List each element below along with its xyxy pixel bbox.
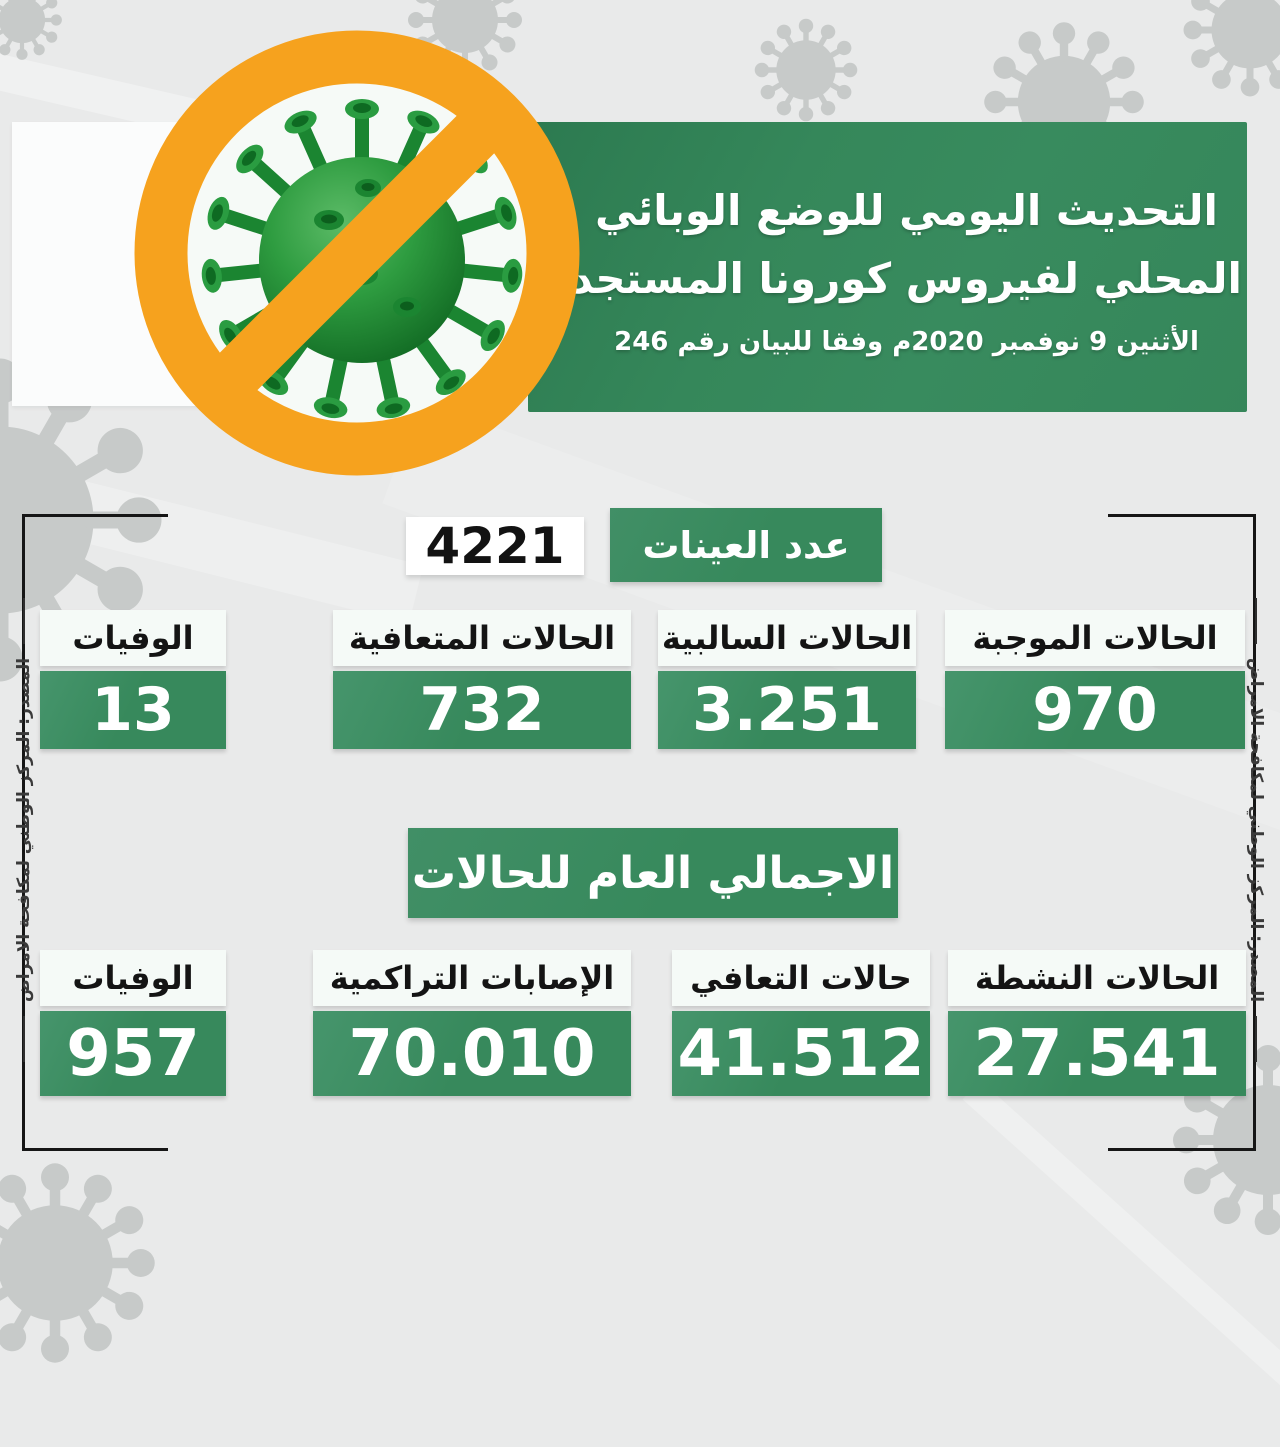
stat-active-cases: الحالات النشطة 27.541 (948, 950, 1246, 1096)
stat-label: الحالات النشطة (948, 950, 1246, 1006)
stat-label: الإصابات التراكمية (313, 950, 631, 1006)
source-note-left: المصدر: المركز الوطني لمكافحة الامراض (12, 597, 36, 1063)
no-corona-icon (134, 30, 580, 476)
stat-label: الحالات السالبية (658, 610, 916, 666)
dash-divider (23, 597, 25, 644)
frame-bracket-right (1108, 514, 1256, 1151)
dash-divider (23, 1016, 25, 1063)
stat-label: الحالات الموجبة (945, 610, 1245, 666)
source-note-right: المصدر: المركز الوطني لمكافحة الامراض (1244, 597, 1268, 1063)
stat-value: 41.512 (672, 1011, 930, 1096)
stat-recovered-cases: الحالات المتعافية 732 (333, 610, 631, 749)
prohibition-icon (134, 30, 580, 476)
stat-label: الحالات المتعافية (333, 610, 631, 666)
stat-value: 70.010 (313, 1011, 631, 1096)
total-cases-banner: الاجمالي العام للحالات (408, 828, 898, 918)
stat-deaths-daily: الوفيات 13 (40, 610, 226, 749)
title-line-2: المحلي لفيروس كورونا المستجد (571, 254, 1242, 303)
samples-value: 4221 (406, 517, 584, 575)
stat-positive-cases: الحالات الموجبة 970 (945, 610, 1245, 749)
stat-value: 957 (40, 1011, 226, 1096)
source-text: المصدر: المركز الوطني لمكافحة الامراض (1246, 657, 1266, 1003)
stat-label: الوفيات (40, 610, 226, 666)
virus-silhouette-icon (0, 1158, 160, 1368)
virus-silhouette-icon (1180, 0, 1280, 100)
title-line-1: التحديث اليومي للوضع الوبائي (595, 185, 1218, 235)
date-bulletin-line: الأثنين 9 نوفمبر 2020م وفقا للبيان رقم 2… (614, 327, 1199, 358)
stat-value: 732 (333, 671, 631, 749)
virus-silhouette-icon (752, 16, 860, 124)
stat-deaths-total: الوفيات 957 (40, 950, 226, 1096)
stat-label: الوفيات (40, 950, 226, 1006)
stat-recovery-cases: حالات التعافي 41.512 (672, 950, 930, 1096)
dash-divider (1255, 1016, 1257, 1063)
stat-value: 27.541 (948, 1011, 1246, 1096)
stat-value: 3.251 (658, 671, 916, 749)
stat-value: 13 (40, 671, 226, 749)
stat-value: 970 (945, 671, 1245, 749)
dash-divider (1255, 597, 1257, 644)
samples-label: عدد العينات (610, 508, 882, 582)
stat-negative-cases: الحالات السالبية 3.251 (658, 610, 916, 749)
virus-silhouette-icon (0, 0, 64, 62)
stat-label: حالات التعافي (672, 950, 930, 1006)
stat-cumulative-infections: الإصابات التراكمية 70.010 (313, 950, 631, 1096)
frame-bracket-left (22, 514, 168, 1151)
infographic-canvas: { "colors": { "green": "#37895C", "green… (0, 0, 1280, 1363)
header-green-banner: التحديث اليومي للوضع الوبائي المحلي لفير… (528, 122, 1247, 412)
source-text: المصدر: المركز الوطني لمكافحة الامراض (14, 657, 34, 1003)
